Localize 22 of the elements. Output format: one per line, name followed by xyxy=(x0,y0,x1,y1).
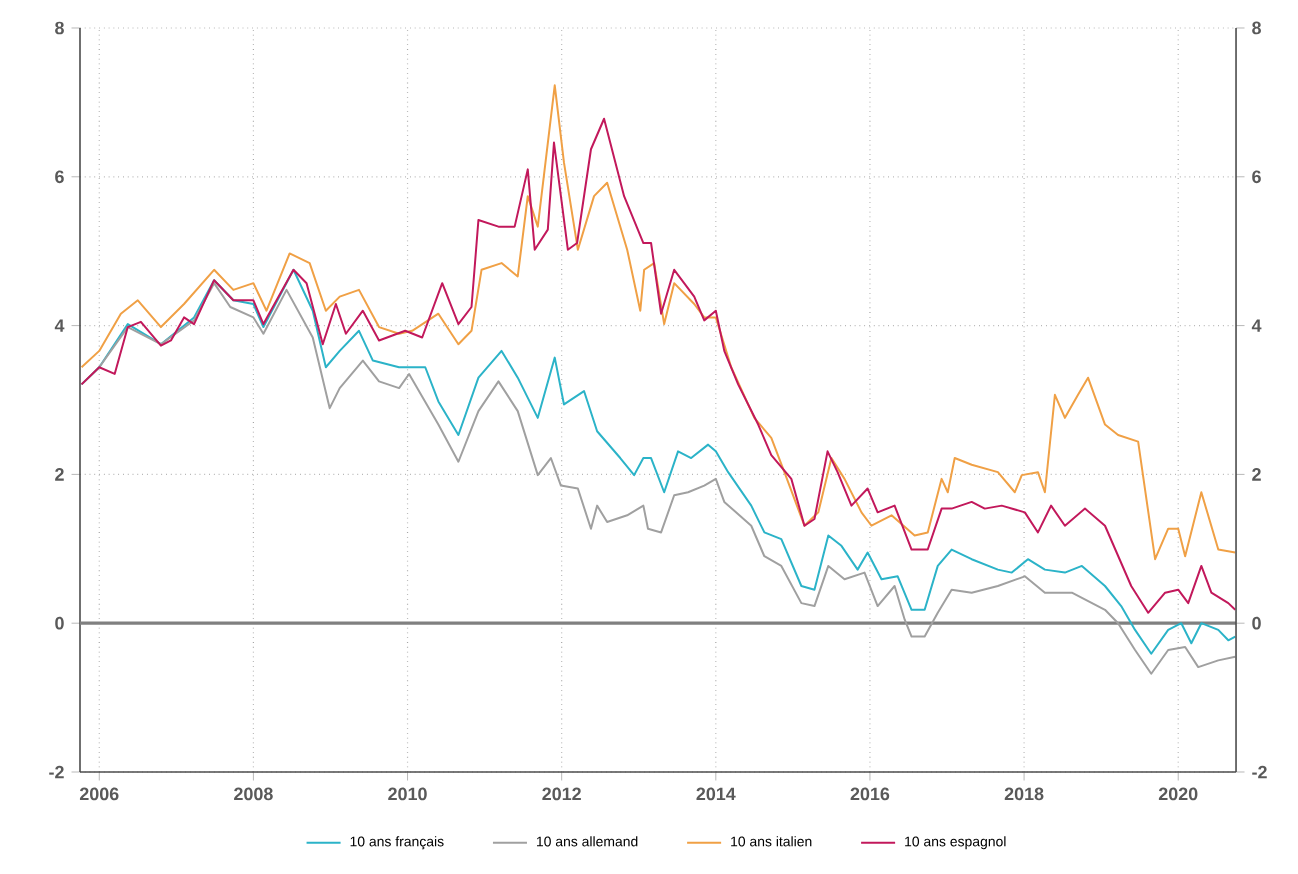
x-tick-label: 2018 xyxy=(1004,787,1044,801)
y-tick-label: 2 xyxy=(55,468,64,481)
x-tick-label: 2014 xyxy=(696,787,736,801)
x-tick-label: 2012 xyxy=(542,787,581,801)
y2-tick-label: -2 xyxy=(1252,765,1267,779)
y2-tick-label: 0 xyxy=(1252,616,1261,630)
x-tick-label: 2006 xyxy=(79,787,119,801)
line-series xyxy=(80,84,1237,561)
x-tick-label: 2010 xyxy=(388,787,427,801)
x-tick-label: 2020 xyxy=(1158,787,1198,801)
line-series xyxy=(80,117,1237,614)
x-tick-label: 2016 xyxy=(850,787,890,801)
y2-tick-label: 4 xyxy=(1251,319,1262,332)
y-tick-label: 8 xyxy=(55,21,64,35)
y2-tick-label: 8 xyxy=(1252,21,1261,35)
y2-tick-label: 6 xyxy=(1252,170,1261,184)
y-tick-label: 4 xyxy=(54,319,65,332)
y-tick-label: -2 xyxy=(49,765,64,779)
x-tick-label: 2008 xyxy=(234,787,273,801)
y-tick-label: 6 xyxy=(55,170,64,184)
y-tick-label: 0 xyxy=(55,616,64,630)
y2-tick-label: 2 xyxy=(1252,468,1261,481)
